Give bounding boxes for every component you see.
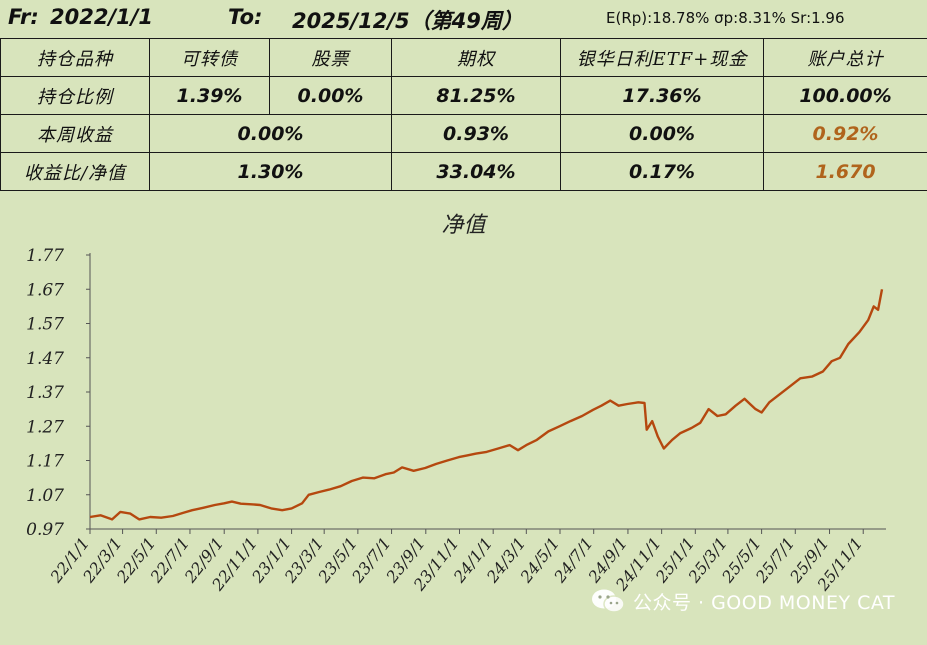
y-tick-label: 1.77 (26, 246, 64, 266)
y-tick-label: 1.27 (26, 417, 64, 437)
row-label-weekly-return: 本周收益 (0, 114, 150, 153)
col-header-options: 期权 (391, 38, 561, 77)
y-tick-label: 1.17 (26, 452, 64, 472)
from-label: Fr: (8, 5, 39, 29)
table-cell: 33.04% (391, 152, 561, 191)
y-tick-label: 1.67 (26, 280, 64, 300)
table-cell: 0.17% (560, 152, 764, 191)
table-row: 持仓品种 可转债 股票 期权 银华日利ETF+现金 账户总计 (0, 38, 927, 77)
table-cell: 1.30% (149, 152, 392, 191)
table-row: 本周收益 0.00% 0.93% 0.00% 0.92% (0, 114, 927, 153)
col-header-total: 账户总计 (763, 38, 927, 77)
watermark: 公众号 · GOOD MONEY CAT (591, 588, 895, 619)
y-tick-label: 1.47 (26, 349, 64, 369)
col-header-stocks: 股票 (269, 38, 392, 77)
col-header-etf-cash: 银华日利ETF+现金 (560, 38, 764, 77)
nav-chart: 净值 1.77 1.67 1.57 1.47 1.37 1.27 1.17 1.07 0.97 2… (0, 195, 927, 645)
col-header-convertible: 可转债 (149, 38, 270, 77)
table-cell: 1.39% (149, 76, 270, 115)
table-cell: 1.670 (763, 152, 927, 191)
table-cell: 0.92% (763, 114, 927, 153)
wechat-icon (591, 588, 625, 619)
holdings-table: 持仓品种 可转债 股票 期权 银华日利ETF+现金 账户总计 持仓比例 1.39… (0, 38, 927, 191)
nav-line-chart: 1.771.671.571.471.371.271.171.070.9722/1… (26, 246, 886, 595)
series-line-nav (89, 289, 884, 521)
report-header: Fr: 2022/1/1 To: 2025/12/5（第49周） E(Rp):1… (0, 0, 927, 38)
table-cell: 81.25% (391, 76, 561, 115)
table-cell: 0.93% (391, 114, 561, 153)
table-row: 持仓比例 1.39% 0.00% 81.25% 17.36% 100.00% (0, 76, 927, 115)
risk-stats: E(Rp):18.78% σp:8.31% Sr:1.96 (606, 9, 845, 27)
chart-title: 净值 (441, 213, 486, 238)
row-label-allocation: 持仓比例 (0, 76, 150, 115)
table-cell: 17.36% (560, 76, 764, 115)
to-label: To: (228, 5, 263, 29)
row-label-return-ratio-nav: 收益比/净值 (0, 152, 150, 191)
y-tick-label: 1.37 (26, 383, 64, 403)
y-tick-label: 0.97 (26, 520, 64, 540)
from-date: 2022/1/1 (50, 5, 154, 29)
y-tick-label: 1.07 (26, 486, 64, 506)
table-cell: 0.00% (560, 114, 764, 153)
table-row: 收益比/净值 1.30% 33.04% 0.17% 1.670 (0, 152, 927, 191)
table-cell: 0.00% (149, 114, 392, 153)
table-cell: 0.00% (269, 76, 392, 115)
table-cell: 100.00% (763, 76, 927, 115)
watermark-text: 公众号 · GOOD MONEY CAT (632, 592, 895, 614)
y-tick-label: 1.57 (26, 315, 64, 335)
to-date: 2025/12/5（第49周） (292, 9, 523, 33)
row-label-holding-type: 持仓品种 (0, 38, 150, 77)
